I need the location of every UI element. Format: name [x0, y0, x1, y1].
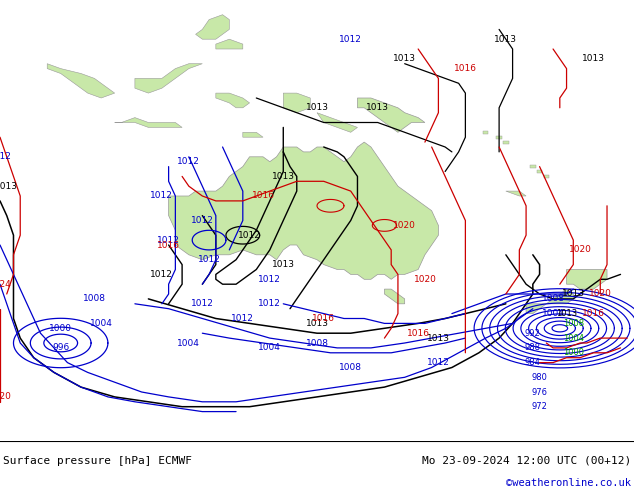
Text: 1012: 1012 — [339, 35, 362, 44]
Text: 1004: 1004 — [90, 319, 113, 328]
Text: 1016: 1016 — [582, 309, 605, 318]
Text: 1012: 1012 — [191, 299, 214, 308]
Polygon shape — [283, 93, 310, 113]
Text: 1013: 1013 — [427, 334, 450, 343]
Text: 984: 984 — [525, 358, 541, 367]
Polygon shape — [506, 191, 526, 196]
Polygon shape — [216, 93, 250, 108]
Polygon shape — [47, 64, 115, 98]
Text: 1020: 1020 — [589, 290, 612, 298]
Polygon shape — [503, 141, 508, 144]
Text: 1004: 1004 — [541, 309, 564, 318]
Text: 1020: 1020 — [569, 245, 592, 254]
Text: 1016: 1016 — [312, 314, 335, 323]
Text: 1012: 1012 — [178, 157, 200, 166]
Text: 996: 996 — [52, 343, 69, 352]
Polygon shape — [216, 39, 243, 49]
Polygon shape — [135, 64, 202, 93]
Polygon shape — [543, 175, 549, 178]
Polygon shape — [567, 270, 607, 289]
Text: 1012: 1012 — [150, 270, 173, 279]
Text: 1012: 1012 — [191, 216, 214, 225]
Text: 972: 972 — [532, 402, 548, 411]
Text: 1008: 1008 — [541, 294, 564, 303]
Text: 1012: 1012 — [258, 299, 281, 308]
Text: ©weatheronline.co.uk: ©weatheronline.co.uk — [506, 478, 631, 488]
Text: 1013: 1013 — [393, 54, 416, 63]
Text: 1013: 1013 — [495, 35, 517, 44]
Polygon shape — [483, 131, 488, 134]
Text: 1000: 1000 — [49, 324, 72, 333]
Text: 1013: 1013 — [306, 319, 328, 328]
Text: Surface pressure [hPa] ECMWF: Surface pressure [hPa] ECMWF — [3, 456, 192, 466]
Text: 1012: 1012 — [258, 275, 281, 284]
Polygon shape — [169, 142, 438, 279]
Text: 1008: 1008 — [563, 319, 584, 328]
Text: 1012: 1012 — [238, 231, 261, 240]
Text: 988: 988 — [525, 343, 541, 352]
Polygon shape — [537, 170, 542, 173]
Text: 992: 992 — [525, 329, 541, 338]
Text: 1016: 1016 — [157, 241, 180, 249]
Text: 1024: 1024 — [0, 280, 11, 289]
Polygon shape — [526, 289, 573, 314]
Text: 1013: 1013 — [562, 290, 585, 298]
Text: 1008: 1008 — [83, 294, 106, 303]
Text: 1004: 1004 — [258, 343, 281, 352]
Polygon shape — [496, 136, 501, 139]
Text: 1000: 1000 — [563, 348, 584, 357]
Text: 1012: 1012 — [0, 152, 11, 161]
Polygon shape — [358, 98, 425, 132]
Text: 1013: 1013 — [272, 260, 295, 269]
Text: 1016: 1016 — [406, 329, 430, 338]
Text: 1004: 1004 — [563, 334, 584, 343]
Text: 1013: 1013 — [0, 182, 18, 191]
Text: 1013: 1013 — [366, 103, 389, 112]
Text: 1008: 1008 — [339, 363, 362, 372]
Text: 1012: 1012 — [157, 236, 180, 245]
Polygon shape — [384, 289, 404, 304]
Text: 976: 976 — [531, 388, 548, 396]
Text: 1012: 1012 — [198, 255, 221, 264]
Text: 1013: 1013 — [556, 309, 577, 318]
Text: 1020: 1020 — [393, 221, 416, 230]
Text: 1013: 1013 — [306, 103, 328, 112]
Text: 1013: 1013 — [582, 54, 605, 63]
Text: 1013: 1013 — [272, 172, 295, 181]
Text: 1012: 1012 — [150, 192, 173, 200]
Polygon shape — [196, 15, 230, 39]
Text: 1012: 1012 — [231, 314, 254, 323]
Text: 980: 980 — [532, 373, 548, 382]
Polygon shape — [115, 118, 182, 127]
Text: 1008: 1008 — [306, 339, 328, 347]
Text: 1016: 1016 — [454, 64, 477, 73]
Polygon shape — [317, 113, 358, 132]
Polygon shape — [243, 132, 263, 137]
Text: 1020: 1020 — [413, 275, 436, 284]
Text: 1016: 1016 — [252, 192, 275, 200]
Text: 1012: 1012 — [427, 358, 450, 367]
Text: Mo 23-09-2024 12:00 UTC (00+12): Mo 23-09-2024 12:00 UTC (00+12) — [422, 456, 631, 466]
Text: 1004: 1004 — [178, 339, 200, 347]
Text: 1020: 1020 — [0, 392, 11, 401]
Polygon shape — [530, 165, 536, 168]
